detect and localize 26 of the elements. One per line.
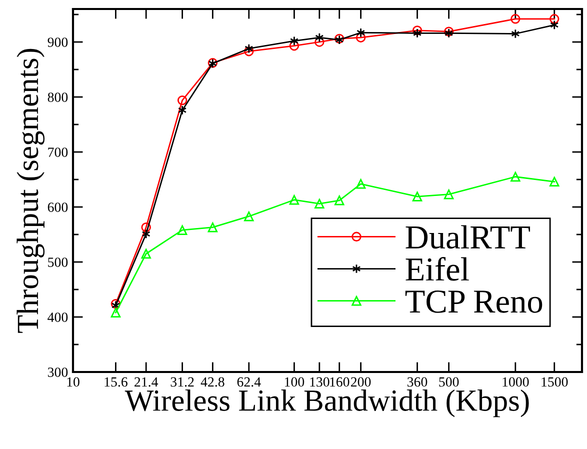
- x-tick-label: 42.8: [200, 377, 224, 387]
- x-tick-label: 160: [330, 377, 350, 387]
- y-tick-label: 600: [48, 202, 68, 212]
- y-tick-label: 300: [48, 368, 68, 377]
- x-tick-label: 1000: [502, 377, 529, 387]
- x-tick-label: 130: [310, 377, 330, 387]
- x-tick-label: 62.4: [237, 377, 261, 387]
- x-tick-label: 200: [350, 377, 371, 387]
- x-tick-label: 1500: [542, 377, 568, 387]
- y-tick-label: 800: [48, 92, 68, 102]
- y-tick-label: 400: [48, 312, 68, 322]
- x-axis-title: Wireless Link Bandwidth (Kbps): [124, 389, 529, 418]
- x-tick-label: 360: [408, 377, 428, 387]
- legend-label: Eifel: [406, 256, 469, 281]
- y-tick-label: 900: [48, 38, 68, 47]
- x-tick-label: 100: [285, 377, 304, 387]
- y-tick-label: 700: [48, 148, 68, 157]
- legend-label: TCP Reno: [405, 290, 542, 313]
- x-tick-label: 31.2: [170, 377, 194, 387]
- x-tick-label: 21.4: [134, 377, 158, 387]
- x-tick-label: 15.6: [104, 377, 128, 387]
- y-axis-title: Throughput (segments): [16, 48, 45, 333]
- legend-label: DualRTT: [406, 225, 530, 249]
- x-tick-label: 10: [67, 377, 80, 387]
- y-tick-label: 500: [48, 258, 68, 267]
- x-tick-label: 500: [439, 377, 459, 387]
